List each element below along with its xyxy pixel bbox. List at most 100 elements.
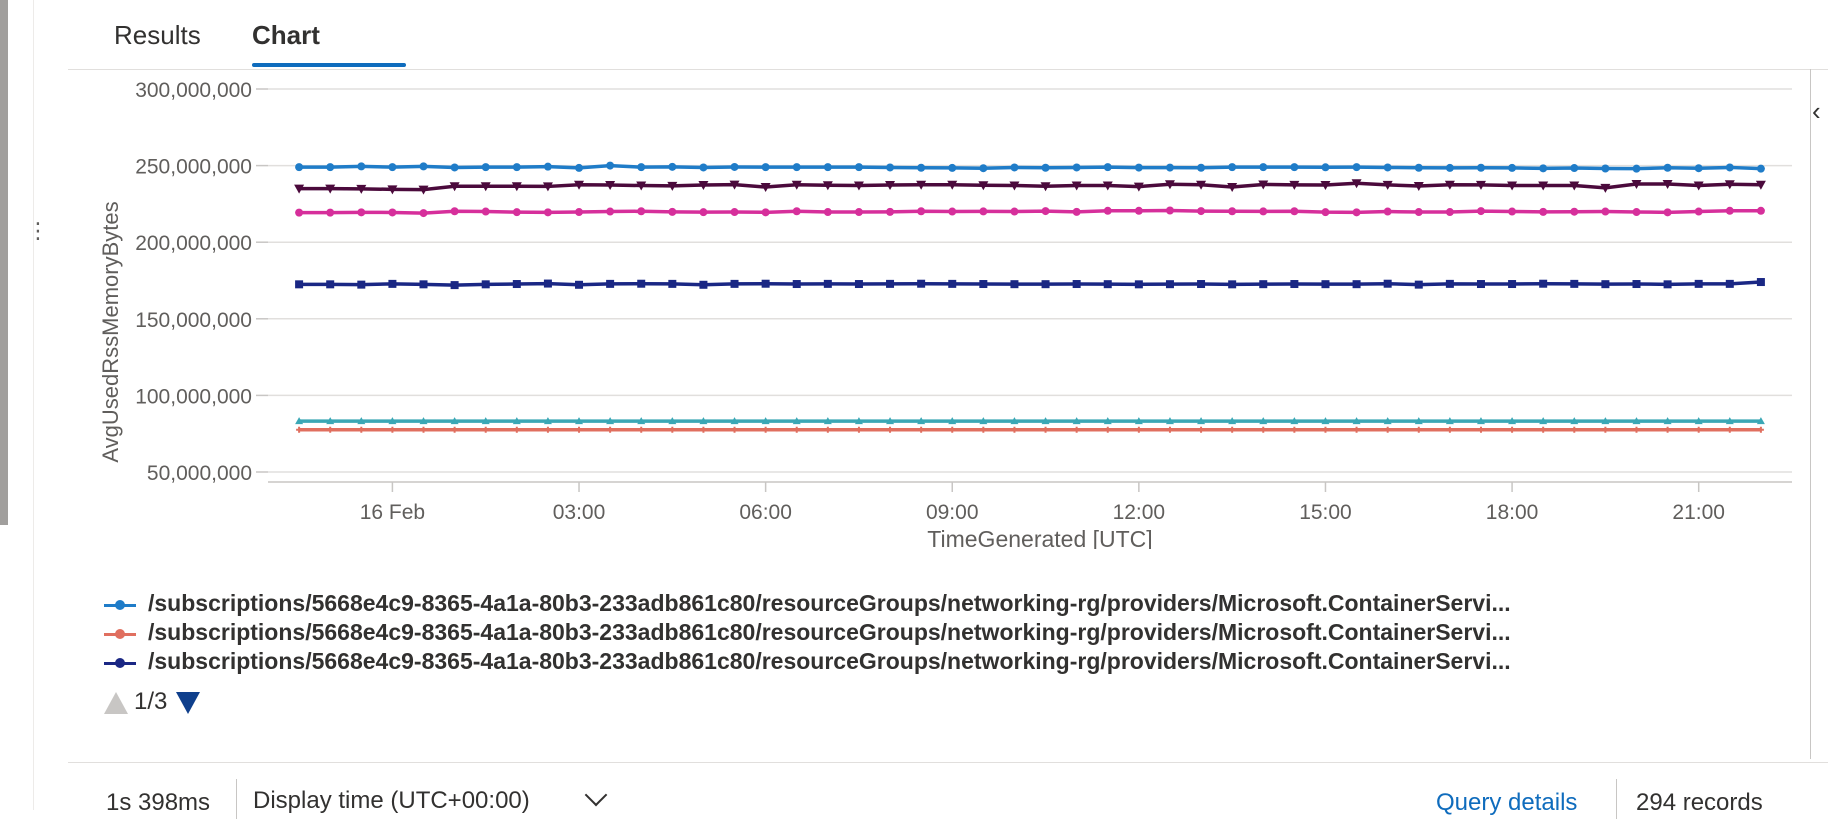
data-point — [917, 279, 926, 288]
data-point — [731, 426, 738, 433]
chevron-left-icon[interactable]: ‹ — [1812, 96, 1821, 126]
data-point — [1103, 280, 1112, 289]
data-point — [636, 181, 647, 191]
data-point — [699, 163, 708, 172]
query-details-link[interactable]: Query details — [1436, 789, 1578, 816]
legend-item[interactable]: /subscriptions/5668e4c9-8365-4a1a-80b3-2… — [104, 648, 1744, 678]
data-point — [1601, 417, 1610, 425]
data-point — [792, 207, 801, 216]
data-point — [824, 426, 831, 433]
data-point — [730, 279, 739, 288]
series-group — [294, 179, 1766, 195]
data-point — [1165, 417, 1174, 425]
data-point — [481, 417, 490, 425]
data-point — [512, 163, 521, 172]
data-point — [1756, 278, 1765, 287]
data-point — [917, 207, 926, 216]
data-point — [1104, 426, 1111, 433]
data-point — [1321, 280, 1330, 289]
data-point — [1662, 179, 1673, 189]
data-point — [1103, 206, 1112, 215]
data-point — [1725, 279, 1734, 288]
data-point — [1445, 208, 1454, 217]
data-point — [1446, 426, 1453, 433]
legend-item[interactable]: /subscriptions/5668e4c9-8365-4a1a-80b3-2… — [104, 590, 1744, 620]
data-point — [1259, 417, 1268, 425]
query-duration: 1s 398ms — [106, 789, 211, 816]
data-point — [1041, 280, 1050, 289]
series-group — [295, 161, 1765, 173]
data-point — [979, 164, 988, 173]
data-point — [1756, 206, 1765, 215]
data-point — [1540, 426, 1547, 433]
data-point — [326, 280, 335, 289]
data-point — [1663, 163, 1672, 172]
data-point — [668, 207, 677, 216]
legend-prev-page-icon[interactable] — [104, 692, 128, 714]
tab-results[interactable]: Results — [114, 20, 201, 50]
data-point — [1260, 426, 1267, 433]
data-point — [854, 417, 863, 425]
data-point — [357, 280, 366, 289]
data-point — [356, 184, 367, 194]
data-point — [1040, 182, 1051, 192]
data-point — [1694, 207, 1703, 216]
data-point — [1539, 207, 1548, 216]
data-point — [822, 181, 833, 191]
data-point — [511, 182, 522, 192]
series-group — [295, 278, 1765, 290]
data-point — [575, 208, 584, 217]
data-point — [1072, 163, 1081, 172]
data-point — [1507, 181, 1518, 191]
data-point — [450, 207, 459, 216]
data-point — [980, 426, 987, 433]
data-point — [1228, 417, 1237, 425]
data-point — [419, 417, 428, 425]
data-point — [823, 417, 832, 425]
chevron-down-icon[interactable] — [584, 783, 608, 807]
data-point — [1539, 279, 1548, 288]
data-point — [791, 180, 802, 190]
data-point — [481, 280, 490, 289]
series-line — [299, 163, 1761, 171]
data-point — [575, 163, 584, 172]
data-point — [1134, 417, 1143, 425]
data-point — [1663, 208, 1672, 217]
legend-item[interactable]: /subscriptions/5668e4c9-8365-4a1a-80b3-2… — [104, 619, 1744, 649]
data-point — [1197, 417, 1206, 425]
data-point — [730, 417, 739, 425]
data-point — [1164, 180, 1175, 190]
data-point — [1414, 280, 1423, 289]
data-point — [388, 208, 397, 217]
data-point — [1351, 179, 1362, 189]
data-point — [1352, 163, 1361, 172]
data-point — [1633, 426, 1640, 433]
data-point — [1072, 207, 1081, 216]
data-point — [325, 184, 336, 194]
data-point — [638, 426, 645, 433]
data-point — [699, 417, 708, 425]
data-point — [1695, 426, 1702, 433]
y-tick-label: 250,000,000 — [135, 156, 252, 179]
data-point — [1382, 180, 1393, 190]
data-point — [792, 280, 801, 289]
chart-legend: /subscriptions/5668e4c9-8365-4a1a-80b3-2… — [104, 590, 1744, 678]
data-point — [1569, 181, 1580, 191]
data-point — [605, 181, 616, 191]
x-tick-label: 12:00 — [1113, 501, 1166, 524]
data-point — [1041, 417, 1050, 425]
series-line — [299, 208, 1761, 215]
data-point — [1632, 208, 1641, 217]
data-point — [419, 280, 428, 289]
data-point — [917, 417, 926, 425]
data-point — [1197, 280, 1206, 289]
display-time-dropdown[interactable]: Display time (UTC+00:00) — [253, 787, 530, 814]
data-point — [1011, 426, 1018, 433]
tab-chart[interactable]: Chart — [252, 20, 320, 50]
data-point — [1010, 163, 1019, 172]
data-point — [762, 426, 769, 433]
data-point — [1290, 163, 1299, 172]
data-point — [543, 279, 552, 288]
data-point — [1321, 163, 1330, 172]
legend-next-page-icon[interactable] — [176, 692, 200, 714]
